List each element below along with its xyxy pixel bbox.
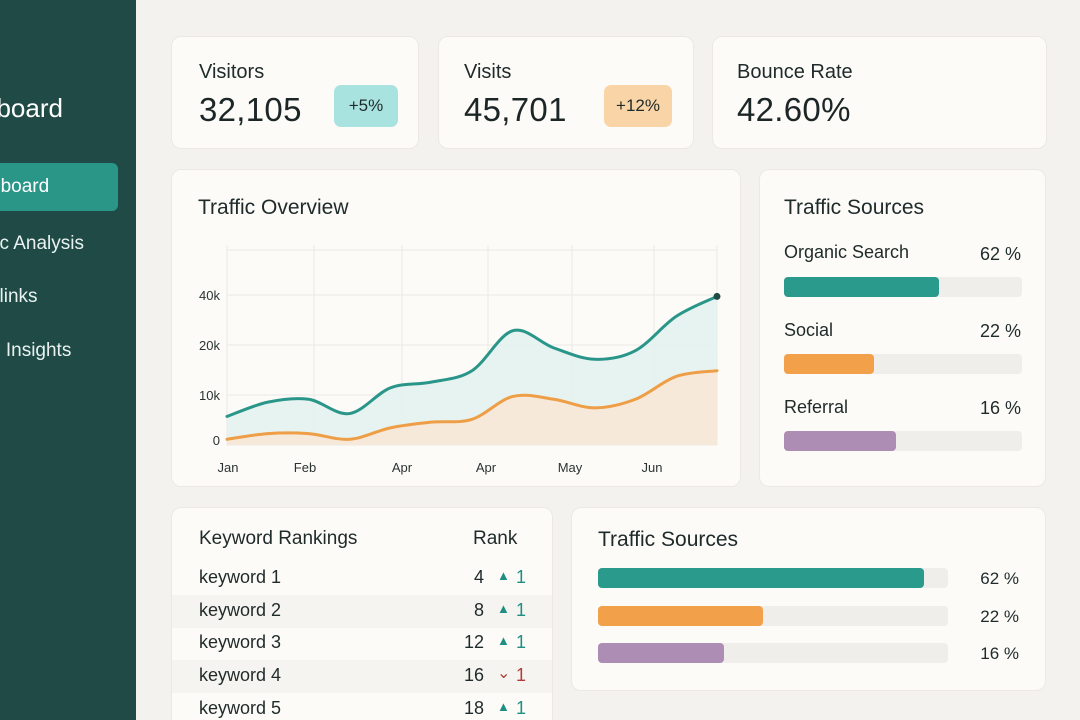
source-label: Referral — [784, 397, 849, 417]
table-row[interactable]: keyword 3 12 ▲ 1 — [172, 627, 552, 660]
source-bar-fill — [784, 431, 896, 451]
x-tick-label: Feb — [294, 460, 316, 475]
keyword-rank: 16 — [463, 665, 484, 685]
table-row[interactable]: keyword 1 4 ▲ 1 — [172, 562, 552, 595]
source-bar-track — [598, 568, 948, 588]
traffic-sources-card: Traffic Sources Organic Search 62 % Soci… — [759, 169, 1046, 487]
brand-title: O shboard — [0, 60, 136, 124]
source-bar-fill — [598, 606, 763, 626]
keyword-name: keyword 2 — [199, 600, 282, 620]
card-title: Keyword Rankings — [199, 528, 358, 549]
stat-label: Visitors — [199, 61, 265, 83]
traffic-sources-bars-card: Traffic Sources 62 % 22 % 16 % — [571, 507, 1046, 691]
table-row[interactable]: keyword 4 16 ⌄ 1 — [172, 660, 552, 693]
y-tick-label: 20k — [199, 338, 220, 353]
source-label: Organic Search — [784, 242, 910, 262]
source-percent: 16 % — [980, 644, 1019, 663]
source-bar-fill — [598, 643, 724, 663]
sidebar-item-backlinks[interactable]: klinks — [0, 273, 118, 321]
rank-delta: 1 — [516, 567, 527, 587]
source-percent: 22 % — [980, 607, 1019, 626]
source-bar-fill — [784, 277, 939, 297]
sidebar: O shboard hboard fic Analysis klinks e I… — [0, 0, 136, 720]
y-tick-label: 10k — [199, 388, 220, 403]
sidebar-item-label: klinks — [0, 286, 38, 307]
x-tick-label: Apr — [476, 460, 497, 475]
change-badge: +12% — [604, 85, 672, 127]
rank-up-icon: ▲ — [497, 568, 510, 583]
rank-delta: 1 — [516, 632, 527, 652]
keyword-rank: 18 — [463, 698, 484, 718]
stat-value: 45,701 — [464, 91, 567, 128]
x-tick-label: Apr — [392, 460, 413, 475]
stat-label: Visits — [464, 61, 512, 83]
keyword-rankings-card: Keyword Rankings Rank keyword 1 4 ▲ 1 ke… — [171, 507, 553, 720]
sidebar-item-traffic-analysis[interactable]: fic Analysis — [0, 220, 118, 268]
source-bar-fill — [598, 568, 924, 588]
stat-card-visitors: Visitors 32,105 +5% — [171, 36, 419, 149]
x-tick-label: Jan — [218, 460, 239, 475]
x-tick-label: Jun — [642, 460, 663, 475]
keyword-rank: 4 — [473, 567, 484, 587]
rank-up-icon: ▲ — [497, 633, 510, 648]
keyword-name: keyword 4 — [199, 665, 282, 685]
source-bar-track — [784, 277, 1022, 297]
keyword-rank: 12 — [463, 632, 484, 652]
rank-delta: 1 — [516, 698, 527, 718]
table-row[interactable]: keyword 5 18 ▲ 1 — [172, 693, 552, 720]
sidebar-item-label: hboard — [0, 176, 50, 197]
y-tick-label: 40k — [199, 288, 220, 303]
card-title: Traffic Sources — [784, 196, 925, 219]
rank-up-icon: ▲ — [497, 699, 510, 714]
y-tick-label: 0 — [213, 433, 220, 448]
x-tick-label: May — [558, 460, 583, 475]
stat-value: 42.60% — [737, 91, 851, 128]
sidebar-item-dashboard[interactable]: hboard — [0, 163, 118, 211]
source-bar-fill — [784, 354, 875, 374]
source-bar-track — [784, 354, 1022, 374]
source-bar-track — [784, 431, 1022, 451]
series-line-1 — [225, 294, 719, 418]
keyword-name: keyword 3 — [199, 632, 282, 652]
rank-down-icon: ⌄ — [497, 665, 511, 682]
table-row[interactable]: keyword 2 8 ▲ 1 — [172, 595, 552, 628]
sidebar-item-label: fic Analysis — [0, 233, 84, 254]
source-bar-track — [598, 606, 948, 626]
series-end-point — [713, 292, 721, 300]
series-line-2 — [225, 369, 719, 441]
source-percent: 62 % — [980, 569, 1019, 588]
traffic-overview-chart: 0 10k 20k 40k Jan Feb Apr Apr May Jun — [199, 245, 721, 475]
series-area-2 — [227, 370, 717, 445]
keyword-name: keyword 5 — [199, 698, 282, 718]
card-title: Traffic Sources — [598, 528, 739, 551]
source-percent: 62 % — [979, 244, 1021, 264]
sidebar-item-insights[interactable]: e Insights — [0, 327, 118, 375]
keyword-name: keyword 1 — [199, 567, 282, 587]
rank-delta: 1 — [516, 600, 527, 620]
rank-delta: 1 — [516, 665, 527, 685]
stat-label: Bounce Rate — [737, 61, 853, 83]
sidebar-item-label: e Insights — [0, 340, 72, 361]
source-bar-track — [598, 643, 948, 663]
source-percent: 16 % — [979, 398, 1021, 418]
stat-card-bounce-rate: Bounce Rate 42.60% — [712, 36, 1047, 149]
source-percent: 22 % — [979, 321, 1021, 341]
brand-line-2: shboard — [0, 93, 63, 123]
keyword-rank: 8 — [473, 600, 484, 620]
source-label: Social — [784, 320, 834, 340]
brand-line-1: O — [0, 60, 136, 92]
rank-column-header: Rank — [473, 528, 518, 549]
stat-card-visits: Visits 45,701 +12% — [438, 36, 694, 149]
rank-up-icon: ▲ — [497, 601, 510, 616]
card-title: Traffic Overview — [198, 196, 349, 219]
stat-value: 32,105 — [199, 91, 302, 128]
traffic-overview-card: Traffic Overview 0 10k 20k 40k Jan Feb Apr Apr M… — [171, 169, 741, 487]
change-badge: +5% — [334, 85, 398, 127]
